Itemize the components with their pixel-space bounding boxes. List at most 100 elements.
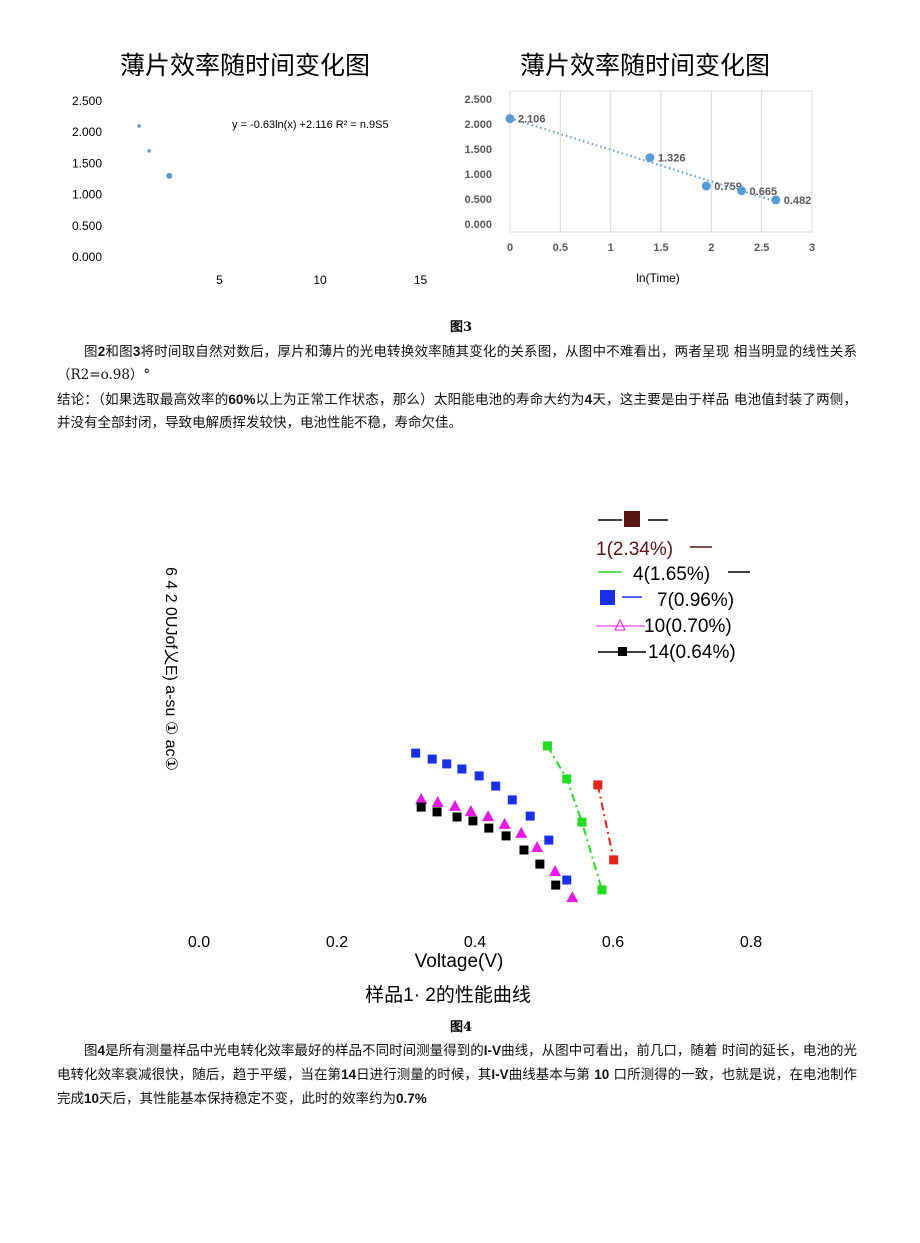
y-tick-label: 0.000 (72, 250, 102, 264)
point (597, 885, 607, 895)
x-tick-label: 0 (507, 242, 513, 254)
point (566, 891, 579, 903)
y-tick-label: 2.000 (72, 125, 102, 139)
text-run: 图 (84, 1043, 98, 1059)
point (645, 153, 655, 163)
figure-caption: 图3 (450, 320, 473, 335)
point (474, 771, 484, 781)
text-run: 曲线，从图中可看出，前几口，随着 时间的延长，电池的光电转化效率衰减很快，随后，… (57, 1043, 858, 1083)
y-tick-label: 1.500 (464, 144, 492, 156)
legend-label: 10(0.70%) (644, 616, 732, 637)
point (431, 796, 444, 807)
legend-marker (600, 590, 615, 605)
point (701, 181, 711, 191)
text-run: 和图 (105, 344, 133, 360)
point (448, 799, 461, 811)
x-tick-label: 2 (708, 242, 714, 254)
point (505, 114, 515, 124)
point (464, 805, 477, 816)
y-tick-label: 2.500 (72, 94, 102, 108)
y-tick-label: 0.500 (72, 219, 102, 233)
text-run: 3 (132, 344, 141, 359)
y-tick-label: 1.000 (464, 169, 492, 181)
legend-marker (614, 618, 626, 631)
x-tick-label: 5 (216, 273, 223, 287)
text-run: 日进行测量的时候，其 (356, 1067, 492, 1083)
text-run: 图 (84, 344, 98, 360)
point (551, 880, 561, 890)
x-tick-label: 0.4 (464, 934, 486, 951)
x-tick-label: 2.5 (754, 242, 769, 254)
paragraph: 图2和图3将时间取自然对数后，厚片和薄片的光电转换效率随其变化的关系图，从图中不… (57, 340, 857, 387)
text-run: 14 (341, 1067, 357, 1082)
x-tick-label: 10 (313, 273, 327, 287)
y-tick-label: 1.500 (72, 156, 102, 170)
point (519, 845, 529, 855)
legend-marker (624, 511, 640, 527)
text-run: 4 (97, 1043, 106, 1058)
point (452, 812, 462, 822)
point (737, 186, 747, 196)
text-run: 60% (228, 392, 256, 407)
point (482, 810, 495, 822)
text-run: 4 (584, 392, 593, 407)
text-run: 天，这主要是由于样品 电池值封装了两侧，并没有全部封闭，导致电解质挥发较快，电池… (57, 392, 858, 431)
text-run: 2 (97, 344, 106, 359)
legend: 1(2.34%) 4(1.65%) 7(0.96%) 10(0.70%) 14(0.64… (596, 511, 750, 663)
y-axis-label: 6 4 2 0UJof乂E) a-su ① ac① (162, 567, 179, 771)
point (427, 754, 437, 764)
point (535, 859, 545, 869)
point (147, 149, 151, 153)
text-run: I-V (491, 1067, 509, 1082)
series-line (596, 784, 615, 861)
point (432, 807, 442, 817)
point (137, 124, 141, 128)
y-tick-label: 2.500 (464, 94, 492, 106)
data-label: 1.326 (658, 153, 686, 165)
text-run: 以上为正常工作状态，那么）太阳能电池的寿命大约为 (255, 392, 585, 408)
text-run: 10 (594, 1067, 610, 1082)
point (442, 759, 452, 769)
text-run: 口所测得的一致，也就是说，在电池制作完成 (57, 1067, 858, 1107)
annotation: y = -0.63ln(x) +2.116 R² = n.9S5 (232, 119, 389, 131)
series-line (546, 745, 603, 891)
x-tick-label: 3 (809, 242, 815, 254)
x-tick-label: 15 (414, 273, 428, 287)
y-tick-label: 2.000 (464, 119, 492, 131)
data-label: 0.665 (750, 186, 778, 198)
legend-marker (618, 647, 627, 656)
x-tick-label: 0.2 (326, 934, 348, 951)
data-label: 0.759 (714, 181, 742, 193)
trendline (509, 117, 777, 203)
paragraph: 结论：（如果选取最高效率的60%以上为正常工作状态，那么）太阳能电池的寿命大约为… (57, 388, 857, 435)
point (544, 835, 554, 845)
point (562, 774, 572, 784)
point (577, 817, 587, 827)
chart-title: 薄片效率随时间变化图 (120, 51, 370, 80)
y-tick-label: 0.500 (464, 194, 492, 206)
x-tick-label: 0.6 (602, 934, 624, 951)
point (415, 793, 428, 804)
point (166, 172, 173, 179)
point (457, 764, 467, 774)
text-run: 10 (84, 1091, 100, 1106)
x-tick-label: 0.0 (188, 934, 210, 951)
point (515, 826, 528, 838)
chart-title: 薄片效率随时间变化图 (520, 51, 770, 80)
point (542, 741, 552, 751)
legend-label: 1(2.34%) (596, 539, 673, 560)
data-label: 2.106 (518, 114, 546, 126)
figure-caption: 图4 (450, 1020, 473, 1035)
point (525, 811, 535, 821)
point (491, 781, 501, 791)
point (593, 780, 603, 790)
x-axis-label: Voltage(V) (415, 951, 504, 972)
point (507, 795, 517, 805)
paragraph: 图4是所有测量样品中光电转化效率最好的样品不同时间测量得到的I-V曲线，从图中可… (57, 1039, 857, 1111)
text-run: 结论：（如果选取最高效率的 (57, 392, 229, 408)
text-run: I-V (483, 1043, 502, 1058)
legend-label: 4(1.65%) (633, 564, 710, 585)
point (484, 823, 494, 833)
x-tick-label: 1.5 (653, 242, 668, 254)
